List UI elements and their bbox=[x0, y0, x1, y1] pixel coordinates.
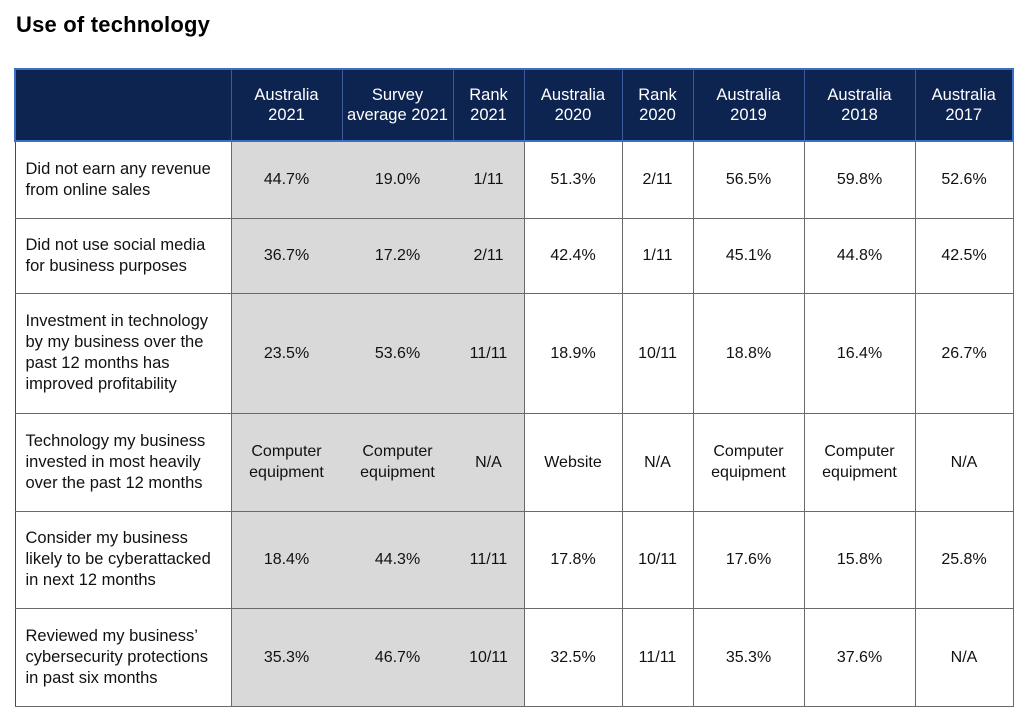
table-cell: 35.3% bbox=[693, 608, 805, 707]
header-australia-2017: Australia 2017 bbox=[915, 69, 1014, 141]
table-cell: 11/11 bbox=[622, 608, 694, 707]
table-cell: 10/11 bbox=[453, 608, 525, 707]
table-cell: 53.6% bbox=[342, 293, 454, 414]
row-label: Reviewed my business’ cybersecurity prot… bbox=[15, 608, 232, 707]
table-cell: 56.5% bbox=[693, 141, 805, 219]
row-label: Did not earn any revenue from online sal… bbox=[15, 141, 232, 219]
header-rank-2020: Rank 2020 bbox=[622, 69, 694, 141]
table-cell: 18.8% bbox=[693, 293, 805, 414]
table-cell: 51.3% bbox=[524, 141, 623, 219]
table-cell: 11/11 bbox=[453, 511, 525, 609]
table-cell: 44.8% bbox=[804, 218, 916, 294]
table-cell: 23.5% bbox=[231, 293, 343, 414]
table-cell: 52.6% bbox=[915, 141, 1014, 219]
table-cell: 1/11 bbox=[453, 141, 525, 219]
header-australia-2019: Australia 2019 bbox=[693, 69, 805, 141]
table-cell: 45.1% bbox=[693, 218, 805, 294]
table-cell: 36.7% bbox=[231, 218, 343, 294]
table-cell: 1/11 bbox=[622, 218, 694, 294]
header-corner bbox=[14, 69, 232, 141]
table-cell: 18.9% bbox=[524, 293, 623, 414]
row-label: Did not use social media for business pu… bbox=[15, 218, 232, 294]
table-cell: 17.6% bbox=[693, 511, 805, 609]
header-australia-2021: Australia 2021 bbox=[231, 69, 343, 141]
table-row: Did not earn any revenue from online sal… bbox=[15, 141, 1014, 219]
table-row: Consider my business likely to be cybera… bbox=[15, 511, 1014, 609]
table-cell: 10/11 bbox=[622, 293, 694, 414]
table-cell: Computer equipment bbox=[804, 413, 916, 512]
table-cell: 19.0% bbox=[342, 141, 454, 219]
table-cell: 42.4% bbox=[524, 218, 623, 294]
table-cell: 35.3% bbox=[231, 608, 343, 707]
table-cell: N/A bbox=[915, 608, 1014, 707]
table-cell: N/A bbox=[622, 413, 694, 512]
row-label: Investment in technology by my business … bbox=[15, 293, 232, 414]
table-cell: 46.7% bbox=[342, 608, 454, 707]
table-cell: 17.8% bbox=[524, 511, 623, 609]
table-cell: 37.6% bbox=[804, 608, 916, 707]
table-row: Investment in technology by my business … bbox=[15, 293, 1014, 414]
table-header-row: Australia 2021 Survey average 2021 Rank … bbox=[14, 69, 1014, 141]
table-cell: Computer equipment bbox=[693, 413, 805, 512]
table-row: Technology my business invested in most … bbox=[15, 413, 1014, 512]
table-cell: 42.5% bbox=[915, 218, 1014, 294]
header-australia-2018: Australia 2018 bbox=[804, 69, 916, 141]
header-australia-2020: Australia 2020 bbox=[524, 69, 623, 141]
table-row: Did not use social media for business pu… bbox=[15, 218, 1014, 294]
table-cell: 44.7% bbox=[231, 141, 343, 219]
table-cell: N/A bbox=[453, 413, 525, 512]
table-cell: 59.8% bbox=[804, 141, 916, 219]
table-cell: 18.4% bbox=[231, 511, 343, 609]
table-cell: 11/11 bbox=[453, 293, 525, 414]
table-cell: 44.3% bbox=[342, 511, 454, 609]
row-label: Consider my business likely to be cybera… bbox=[15, 511, 232, 609]
page-title: Use of technology bbox=[16, 12, 211, 37]
table-cell: Computer equipment bbox=[342, 413, 454, 512]
table-cell: 10/11 bbox=[622, 511, 694, 609]
table-cell: 2/11 bbox=[622, 141, 694, 219]
table-cell: 2/11 bbox=[453, 218, 525, 294]
table-cell: 17.2% bbox=[342, 218, 454, 294]
header-rank-2021: Rank 2021 bbox=[453, 69, 525, 141]
table-cell: 32.5% bbox=[524, 608, 623, 707]
header-survey-average-2021: Survey average 2021 bbox=[342, 69, 454, 141]
table-cell: 25.8% bbox=[915, 511, 1014, 609]
table-cell: 26.7% bbox=[915, 293, 1014, 414]
table-cell: 15.8% bbox=[804, 511, 916, 609]
technology-table: Australia 2021 Survey average 2021 Rank … bbox=[14, 68, 1014, 707]
table-cell: N/A bbox=[915, 413, 1014, 512]
table-cell: Website bbox=[524, 413, 623, 512]
table-cell: Computer equipment bbox=[231, 413, 343, 512]
table-cell: 16.4% bbox=[804, 293, 916, 414]
row-label: Technology my business invested in most … bbox=[15, 413, 232, 512]
table-row: Reviewed my business’ cybersecurity prot… bbox=[15, 608, 1014, 707]
